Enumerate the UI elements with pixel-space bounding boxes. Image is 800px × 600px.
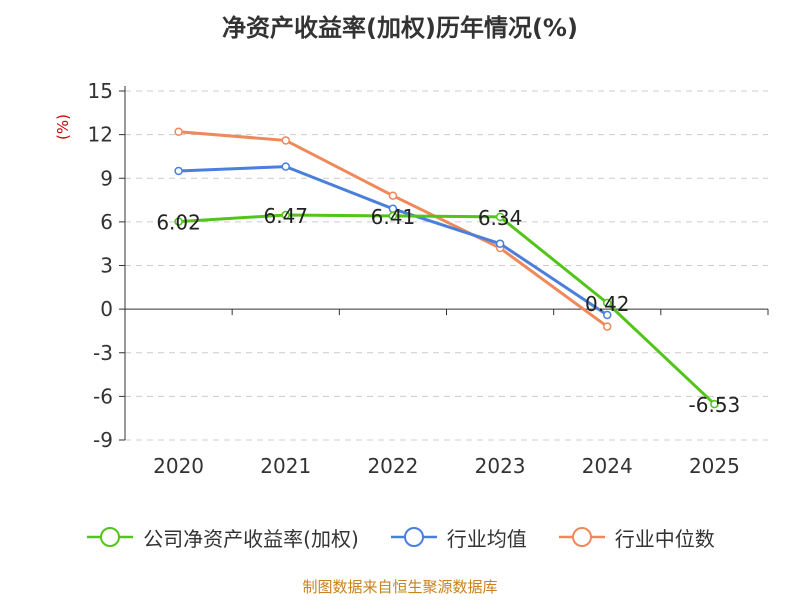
data-point[interactable] bbox=[603, 310, 612, 320]
series-line bbox=[178, 130, 609, 328]
data-point[interactable] bbox=[174, 127, 183, 136]
y-tick-label: -6 bbox=[93, 384, 113, 408]
data-point[interactable] bbox=[710, 399, 719, 409]
data-label: 6.34 bbox=[478, 206, 523, 230]
data-point[interactable] bbox=[388, 191, 398, 200]
x-tick-label: 2025 bbox=[689, 454, 740, 478]
data-label: 6.41 bbox=[371, 205, 416, 229]
data-point[interactable] bbox=[603, 322, 612, 331]
chart-title: 净资产收益率(加权)历年情况(%) bbox=[222, 14, 578, 42]
data-labels: 6.02 6.47 6.41 6.34 0.42 -6.53 bbox=[156, 204, 740, 417]
legend-marker-icon bbox=[87, 527, 134, 547]
x-tick-label: 2023 bbox=[475, 454, 526, 478]
y-tick-label: 9 bbox=[100, 166, 113, 190]
legend-label: 行业均值 bbox=[446, 526, 527, 551]
legend-item[interactable]: 公司净资产收益率(加权) bbox=[85, 523, 359, 552]
legend-marker-icon bbox=[390, 527, 437, 547]
legend: 公司净资产收益率(加权) 行业均值 行业中位数 bbox=[0, 520, 800, 554]
y-tick-label: 12 bbox=[88, 123, 113, 147]
y-tick-label: 6 bbox=[100, 210, 113, 234]
series-line bbox=[178, 213, 716, 406]
legend-marker-icon bbox=[558, 527, 605, 547]
data-point[interactable] bbox=[495, 239, 505, 248]
x-tick-label: 2022 bbox=[367, 454, 418, 478]
y-tick-label: -9 bbox=[93, 428, 113, 452]
series-lines bbox=[174, 127, 719, 409]
data-label: -6.53 bbox=[689, 393, 741, 417]
data-point[interactable] bbox=[281, 136, 290, 145]
data-point[interactable] bbox=[281, 162, 290, 171]
y-tick-label: 15 bbox=[88, 79, 113, 103]
legend-item[interactable]: 行业均值 bbox=[389, 523, 527, 552]
data-point[interactable] bbox=[174, 166, 183, 176]
series-line bbox=[178, 165, 609, 317]
legend-item[interactable]: 行业中位数 bbox=[557, 523, 715, 552]
source-note: 制图数据来自恒生聚源数据库 bbox=[302, 578, 498, 596]
data-label: 6.47 bbox=[263, 204, 308, 228]
x-tick-label: 2021 bbox=[260, 454, 311, 478]
data-point[interactable] bbox=[603, 298, 612, 308]
legend-label: 公司净资产收益率(加权) bbox=[143, 526, 359, 551]
y-axis-title: (%) bbox=[54, 114, 72, 140]
data-label: 6.02 bbox=[156, 211, 201, 235]
data-point[interactable] bbox=[174, 217, 183, 226]
grid-lines bbox=[125, 90, 768, 441]
y-tick-label: 0 bbox=[100, 297, 113, 321]
legend-label: 行业中位数 bbox=[614, 526, 715, 551]
axes: 15 12 9 6 3 0 -3 -6 -9 2020 2021 2022 2023 2024 2025 (%… bbox=[54, 79, 769, 478]
data-label: 0.42 bbox=[585, 292, 630, 316]
data-point[interactable] bbox=[495, 212, 505, 222]
x-tick-label: 2020 bbox=[153, 454, 204, 478]
x-tick-label: 2024 bbox=[582, 454, 633, 478]
y-tick-label: -3 bbox=[93, 341, 113, 365]
y-tick-label: 3 bbox=[100, 254, 113, 278]
data-point[interactable] bbox=[388, 211, 398, 221]
data-point[interactable] bbox=[281, 210, 290, 220]
